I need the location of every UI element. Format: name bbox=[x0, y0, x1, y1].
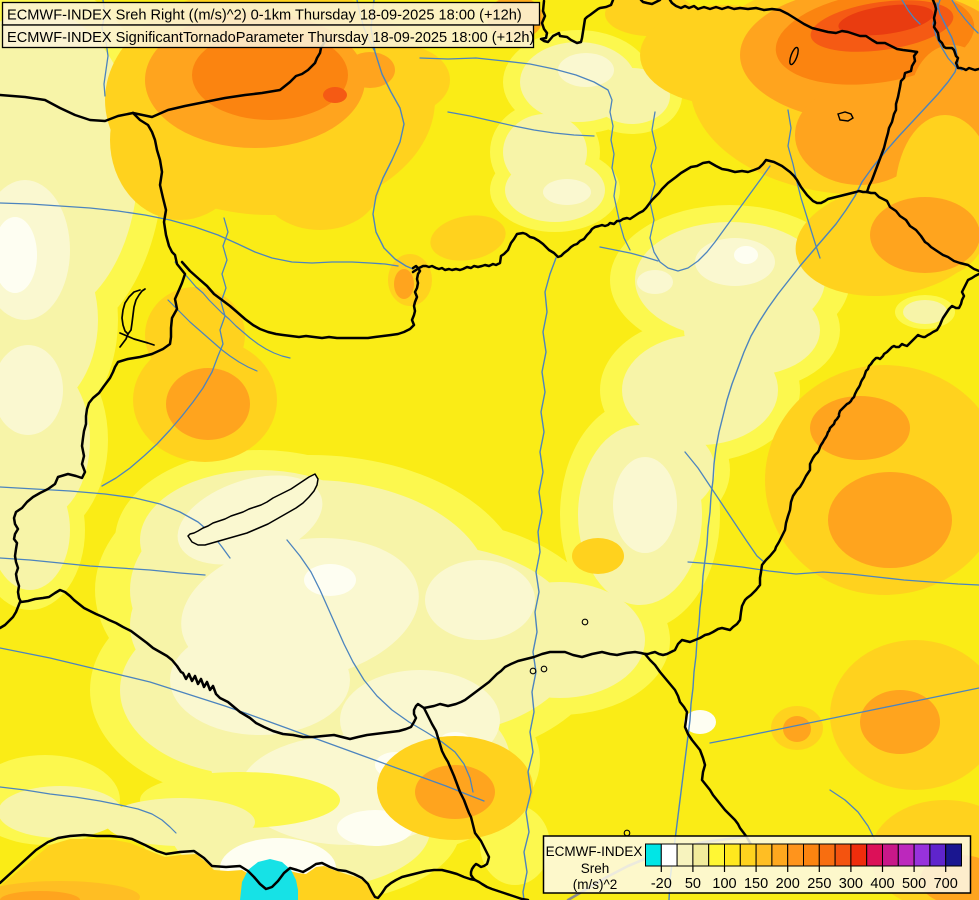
svg-text:300: 300 bbox=[839, 876, 863, 892]
svg-text:700: 700 bbox=[934, 876, 958, 892]
svg-text:ECMWF-INDEX SignificantTornado: ECMWF-INDEX SignificantTornadoParameter … bbox=[7, 30, 534, 46]
svg-text:400: 400 bbox=[870, 876, 894, 892]
svg-text:100: 100 bbox=[712, 876, 736, 892]
svg-text:Sreh: Sreh bbox=[581, 861, 610, 876]
svg-text:150: 150 bbox=[744, 876, 768, 892]
svg-text:200: 200 bbox=[776, 876, 800, 892]
svg-text:250: 250 bbox=[807, 876, 831, 892]
svg-text:-20: -20 bbox=[651, 876, 672, 892]
svg-text:500: 500 bbox=[902, 876, 926, 892]
svg-text:(m/s)^2: (m/s)^2 bbox=[573, 877, 618, 892]
svg-text:ECMWF-INDEX: ECMWF-INDEX bbox=[546, 844, 643, 859]
svg-text:50: 50 bbox=[685, 876, 701, 892]
svg-text:ECMWF-INDEX Sreh Right ((m/s)^: ECMWF-INDEX Sreh Right ((m/s)^2) 0-1km T… bbox=[7, 8, 522, 24]
